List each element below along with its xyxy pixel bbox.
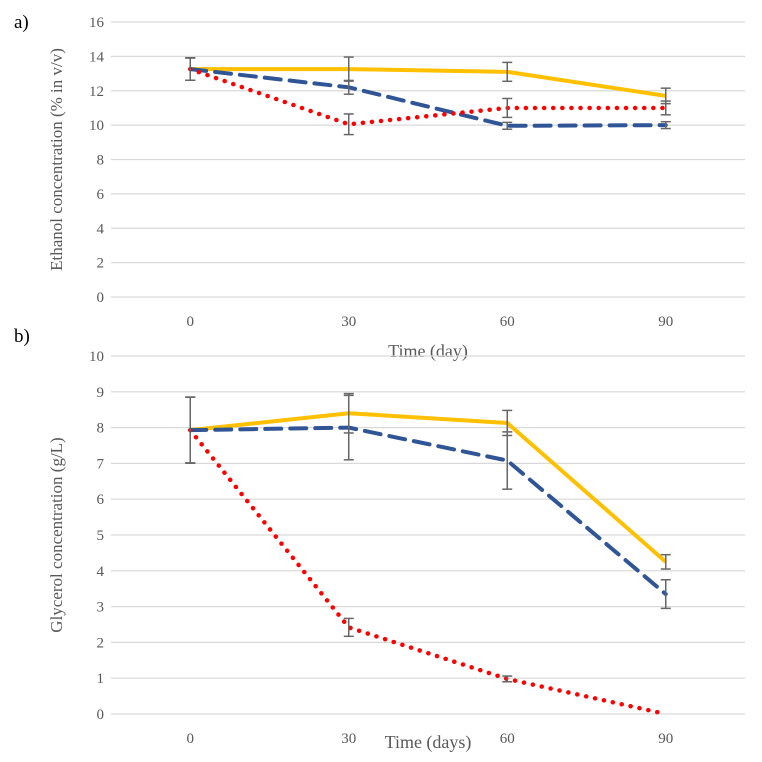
- error-bar: [502, 675, 513, 683]
- y-tick-label: 9: [97, 385, 105, 401]
- y-tick-label: 3: [97, 600, 105, 616]
- chart-a: 0 2 4 6 8 10 12 14 16 0 30 60 90 Time (day) Ethanol co…: [47, 15, 745, 362]
- error-bar: [502, 431, 513, 490]
- y-tick-label: 10: [89, 349, 104, 365]
- error-bar: [502, 97, 513, 119]
- x-tick-label: 90: [658, 314, 673, 330]
- y-tick-label: 2: [97, 635, 105, 651]
- error-bar: [185, 57, 196, 82]
- y-tick-label: 1: [97, 671, 105, 687]
- error-bar: [660, 553, 671, 570]
- series-red-line: [188, 66, 668, 127]
- error-bar: [660, 579, 671, 610]
- y-tick-label: 12: [89, 84, 104, 100]
- x-tick-label: 90: [658, 731, 673, 747]
- y-tick-label: 8: [97, 421, 105, 437]
- y-tick-label: 14: [89, 49, 105, 65]
- x-tick-label: 30: [341, 731, 356, 747]
- y-tick-label: 10: [89, 118, 104, 134]
- x-axis-title: Time (days): [385, 732, 472, 753]
- error-bar: [343, 113, 354, 136]
- y-tick-label: 7: [97, 456, 105, 472]
- series-blue-line: [188, 67, 668, 128]
- y-axis-title: Glycerol concentration (g/L): [47, 437, 66, 632]
- y-tick-label: 8: [97, 153, 105, 169]
- y-tick-label: 4: [97, 564, 105, 580]
- error-bar: [502, 61, 513, 83]
- chart-b: 0 1 2 3 4 5 6 7 8 9 10 0 30 60 90 Time (days) Glycerol c…: [47, 349, 745, 753]
- y-tick-label: 2: [97, 256, 105, 272]
- x-tick-label: 30: [341, 314, 356, 330]
- error-bar: [660, 120, 671, 130]
- x-tick-label: 60: [500, 314, 515, 330]
- series-red-line: [188, 427, 668, 717]
- panel-label-a: a): [14, 12, 29, 33]
- series-blue-line: [188, 425, 668, 597]
- x-axis-title: Time (day): [388, 341, 468, 362]
- y-tick-label: 0: [97, 290, 105, 306]
- x-tick-label: 0: [187, 731, 195, 747]
- panel-label-b: b): [14, 326, 30, 347]
- y-axis-title: Ethanol concentration (% in v/v): [47, 48, 66, 271]
- error-bar: [343, 79, 354, 95]
- error-bar: [343, 617, 354, 638]
- error-bar: [660, 100, 671, 116]
- y-tick-label: 6: [97, 187, 105, 203]
- series-yellow-line: [190, 411, 668, 564]
- y-tick-label: 0: [97, 707, 105, 723]
- y-tick-label: 4: [97, 221, 105, 237]
- series-yellow-line: [190, 67, 667, 98]
- y-tick-label: 5: [97, 528, 105, 544]
- y-tick-label: 6: [97, 492, 105, 508]
- y-tick-label: 16: [89, 15, 105, 31]
- x-tick-label: 60: [500, 731, 515, 747]
- error-bar: [343, 394, 354, 461]
- x-tick-label: 0: [187, 314, 195, 330]
- error-bar: [185, 396, 196, 464]
- error-bar: [502, 121, 513, 130]
